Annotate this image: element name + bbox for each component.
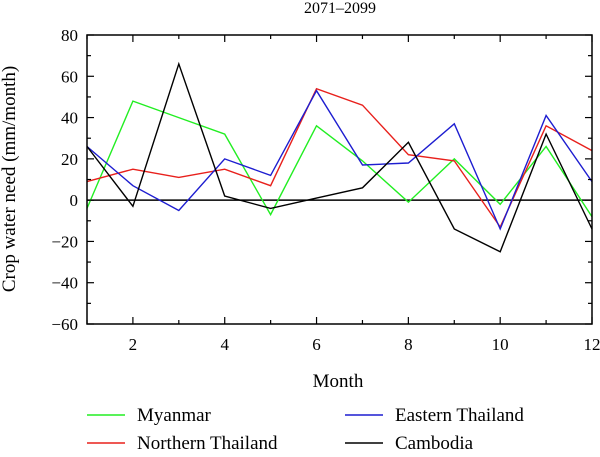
x-tick-label: 10 — [492, 335, 509, 354]
x-tick-label: 8 — [404, 335, 413, 354]
x-axis-label: Month — [313, 371, 364, 392]
y-axis-label: Crop water need (mm/month) — [0, 66, 20, 292]
y-tick-label: 80 — [61, 26, 78, 45]
y-tick-label: 20 — [61, 150, 78, 169]
legend-label-myanmar: Myanmar — [137, 405, 212, 426]
x-tick-label: 4 — [220, 335, 229, 354]
legend-label-cambodia: Cambodia — [395, 433, 474, 454]
series-line-cambodia — [86, 61, 593, 253]
y-tick-label: −60 — [51, 315, 78, 334]
y-tick-label: 40 — [61, 109, 78, 128]
chart-title: 2071–2099 — [304, 0, 376, 17]
y-tick-label: −20 — [51, 232, 78, 251]
plot-frame — [86, 34, 593, 325]
x-tick-label: 6 — [312, 335, 321, 354]
x-tick-label: 12 — [584, 335, 600, 354]
series-line-northern-thailand — [86, 87, 593, 229]
legend-label-northern-thailand: Northern Thailand — [137, 433, 278, 454]
plot-area: −60 −40 −20 0 20 40 60 80 2 4 6 8 10 12 — [51, 26, 600, 354]
y-tick-label: −40 — [51, 274, 78, 293]
series-line-eastern-thailand — [86, 89, 593, 231]
series-line-myanmar — [86, 100, 593, 218]
legend-label-eastern-thailand: Eastern Thailand — [395, 405, 524, 426]
y-tick-label: 60 — [61, 67, 78, 86]
x-tick-label: 2 — [129, 335, 138, 354]
legend: Myanmar Northern Thailand Eastern Thailand… — [87, 405, 524, 454]
y-tick-label: 0 — [70, 191, 79, 210]
